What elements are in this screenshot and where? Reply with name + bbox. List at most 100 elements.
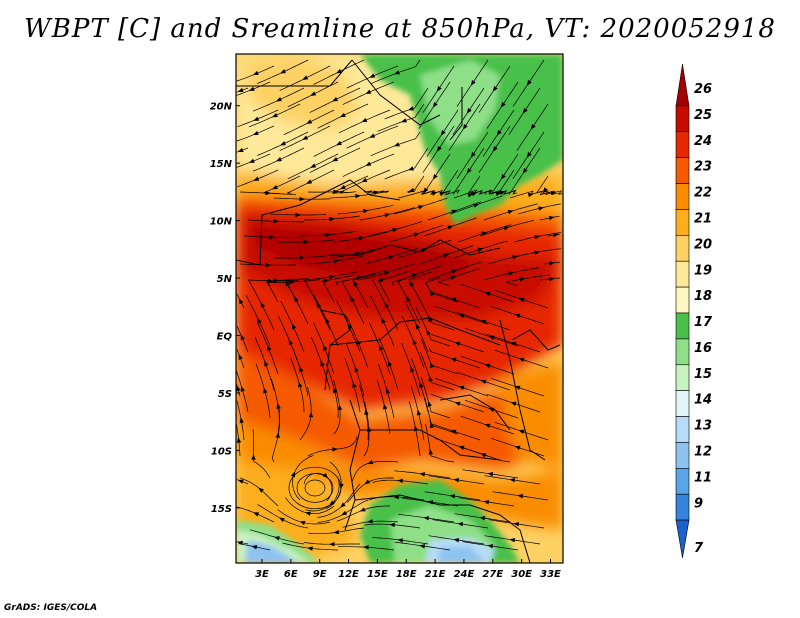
streamline-arrow (548, 215, 555, 221)
streamline-arrow (518, 297, 525, 302)
colorbar-swatch (675, 157, 690, 184)
streamline-arrow (260, 302, 266, 309)
streamline-arrow (253, 176, 260, 181)
colorbar-label: 19 (694, 263, 712, 278)
streamline-arrow (413, 425, 419, 432)
wbpt-cool-zones (236, 54, 563, 563)
streamline-arrow (379, 344, 384, 351)
streamline-arrow (484, 291, 491, 296)
streamline-arrow (337, 404, 343, 411)
streamline-arrow (450, 357, 457, 362)
streamline-arrow (549, 276, 555, 282)
streamline-arrow (519, 277, 526, 282)
streamline-arrow (236, 385, 241, 392)
streamline-arrow (419, 382, 424, 389)
streamline-arrow (430, 362, 435, 369)
streamline-arrow (496, 129, 502, 136)
streamline-arrow (251, 545, 258, 550)
streamline-arrow (413, 232, 420, 237)
colorbar-label: 13 (694, 419, 712, 434)
streamline-arrow (487, 543, 494, 549)
streamline-arrow (429, 290, 435, 297)
streamline-arrow (295, 212, 301, 218)
streamline-arrow (350, 296, 355, 303)
streamline-arrow (341, 510, 348, 516)
streamline-arrow (432, 101, 438, 108)
streamline-arrow (500, 173, 506, 180)
streamline-arrow (265, 190, 271, 196)
streamline-arrow (299, 366, 304, 373)
streamline-arrow (299, 520, 306, 526)
streamline-arrow (347, 323, 353, 330)
streamline-arrow (267, 344, 272, 351)
streamline-arrow (450, 429, 457, 434)
streamline-arrow (238, 353, 243, 360)
streamline-arrow (322, 472, 329, 479)
streamline-arrow (253, 116, 260, 121)
streamline-arrow (393, 494, 399, 500)
streamline-arrow (526, 79, 532, 86)
colorbar-label: 24 (694, 134, 712, 149)
streamline-arrow (500, 101, 506, 108)
streamline-arrow (417, 205, 424, 210)
streamline-arrow (480, 319, 487, 324)
streamline-arrow (352, 381, 357, 388)
streamline-arrow (257, 317, 262, 324)
streamline-arrow (339, 112, 346, 118)
streamline-arrow (507, 210, 514, 215)
border-line (449, 87, 463, 141)
streamline-arrow (488, 335, 495, 340)
streamline-arrow (275, 157, 282, 162)
streamline-arrow (470, 151, 476, 158)
streamline-arrow (423, 516, 430, 521)
border-line (330, 239, 501, 256)
streamline-arrow (273, 219, 279, 224)
streamline-arrow (408, 187, 415, 193)
streamline-arrow (252, 130, 259, 136)
streamline-arrow (271, 184, 278, 190)
lon-tick-label: 12E (338, 569, 359, 580)
colorbar: 26 25 24 23 22 21 20 19 18 17 16 15 14 13 12 11 9 7 (675, 63, 713, 559)
streamline-arrow (436, 145, 442, 152)
streamline-arrow (332, 259, 339, 264)
streamline-arrow (462, 123, 468, 130)
streamline-arrow (509, 537, 516, 543)
streamline-arrow (492, 145, 498, 152)
streamline-arrow (385, 388, 391, 394)
streamline-arrow (412, 339, 417, 346)
streamline-arrow (466, 167, 472, 174)
border-line (351, 59, 441, 126)
streamline-arrow (365, 161, 372, 166)
streamline-arrow (409, 280, 414, 287)
colorbar-label: 16 (694, 341, 712, 356)
streamline-arrow (329, 216, 335, 222)
lon-tick-label: 3E (255, 569, 269, 580)
streamline-arrow (419, 544, 426, 549)
streamline-arrow (415, 323, 421, 330)
streamline-arrows (236, 68, 559, 551)
streamline-arrow (306, 179, 313, 184)
streamline-arrow (381, 317, 386, 324)
streamline-arrow (549, 261, 555, 266)
streamline-arrow (308, 411, 314, 418)
streamline-arrow (353, 280, 358, 287)
streamline-arrow (522, 107, 528, 114)
lat-tick-label: 15S (211, 504, 232, 515)
streamline-arrow (421, 248, 428, 253)
colorbar-swatch (675, 338, 690, 366)
streamline-arrow (534, 250, 541, 255)
streamline-arrow (354, 251, 361, 257)
streamline-arrow (323, 344, 328, 351)
streamline-arrow (443, 253, 450, 258)
streamline-arrow (458, 385, 465, 390)
streamline-arrow (389, 522, 395, 528)
streamline-arrow (236, 437, 242, 443)
streamline-arrow (393, 70, 400, 75)
streamline-arrow (484, 423, 491, 428)
colorbar-swatch (675, 260, 690, 288)
streamline-arrow (275, 97, 282, 102)
streamline-arrow (436, 85, 442, 92)
streamline-arrow (383, 271, 390, 276)
lon-tick-label: 15E (367, 569, 388, 580)
streamline-arrow (508, 271, 515, 276)
